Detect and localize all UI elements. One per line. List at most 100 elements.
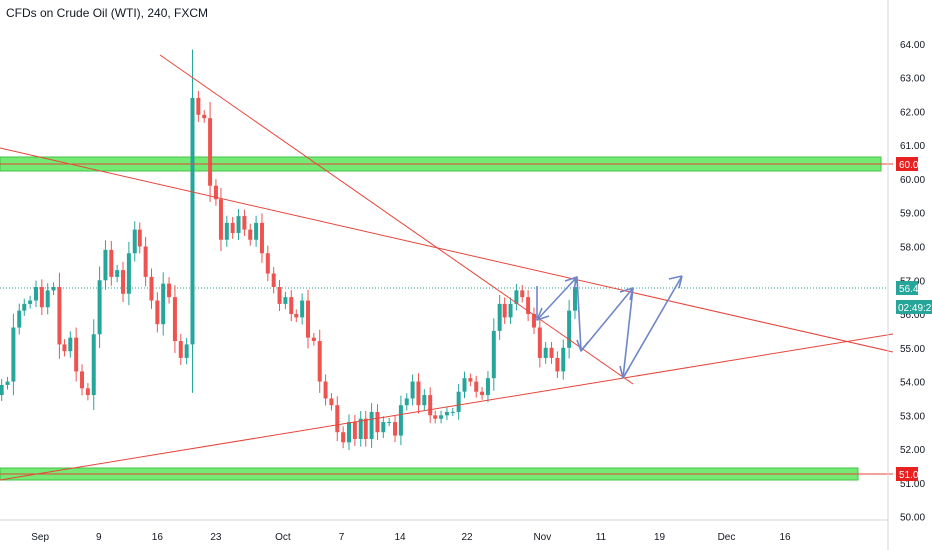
candle-body — [283, 297, 288, 304]
candle-body — [143, 246, 148, 277]
candle — [520, 285, 525, 303]
candle-body — [497, 303, 502, 331]
candle-body — [224, 222, 229, 240]
candle-body — [572, 287, 577, 311]
candle-body — [491, 330, 496, 379]
candle-body — [39, 287, 44, 308]
candle — [224, 215, 229, 247]
candle — [497, 294, 502, 340]
x-tick-label: 16 — [152, 532, 164, 543]
x-tick-label: 19 — [654, 532, 666, 543]
candle — [172, 285, 177, 353]
candle — [549, 341, 554, 364]
candle — [184, 337, 189, 365]
svg-text:56.49: 56.49 — [899, 284, 924, 295]
candle — [132, 221, 137, 262]
candle — [561, 339, 566, 380]
candle-body — [462, 378, 467, 392]
candle-body — [277, 287, 282, 304]
x-tick-label: Nov — [533, 532, 551, 543]
candle-body — [375, 411, 380, 433]
candle — [248, 223, 253, 246]
price-badge-current: 56.49 02:49:23 — [896, 281, 932, 314]
price-axis[interactable]: 50.0051.0052.0053.0054.0055.0056.0057.00… — [887, 0, 932, 550]
candle-body — [91, 334, 96, 396]
candle-body — [85, 388, 90, 396]
candle — [109, 240, 114, 286]
y-tick-label: 50.00 — [900, 513, 925, 524]
x-tick-label: Sep — [31, 532, 49, 543]
y-tick-label: 59.00 — [900, 209, 925, 220]
candle — [202, 110, 207, 123]
candle — [22, 298, 27, 316]
candle-body — [248, 229, 253, 240]
candle — [375, 404, 380, 440]
y-tick-label: 58.00 — [900, 242, 925, 253]
candle — [329, 393, 334, 411]
candle — [526, 290, 531, 322]
candle-body — [17, 310, 22, 328]
candle-body — [531, 314, 536, 328]
candle — [410, 374, 415, 406]
candle — [450, 407, 455, 416]
candle — [462, 371, 467, 399]
candle-body — [103, 249, 108, 281]
candle — [218, 187, 223, 252]
candle — [167, 277, 172, 304]
candle-body — [543, 347, 548, 358]
time-axis[interactable]: Sep 9 16 23 Oct 7 14 22 Nov 11 19 Dec 16 — [0, 519, 888, 543]
candle — [531, 307, 536, 335]
upper-trendline — [0, 147, 894, 353]
candle — [161, 272, 166, 336]
chart-title: CFDs on Crude Oil (WTI), 240, FXCM — [6, 6, 209, 20]
candle — [491, 318, 496, 391]
candle-body — [305, 300, 310, 338]
candle — [543, 341, 548, 364]
candle — [254, 215, 259, 247]
price-badge-support: 51.09 — [896, 467, 924, 481]
candle-body — [190, 97, 195, 345]
candle-body — [422, 395, 427, 406]
candle-body — [242, 216, 247, 230]
candle — [155, 292, 160, 333]
candle-body — [474, 381, 479, 392]
candle — [393, 415, 398, 443]
candle-body — [259, 222, 264, 254]
candle-body — [555, 357, 560, 372]
candle — [242, 209, 247, 237]
candle-body — [323, 381, 328, 399]
candle — [404, 393, 409, 411]
steep-downtrend-line — [159, 54, 634, 385]
candle — [259, 213, 264, 263]
candle — [85, 383, 90, 401]
x-tick-label: 22 — [461, 532, 473, 543]
y-tick-label: 54.00 — [900, 378, 925, 389]
candle-body — [433, 415, 438, 419]
candle-body — [149, 276, 154, 301]
candle — [439, 410, 444, 424]
candle-body — [11, 327, 16, 382]
y-tick-label: 52.00 — [900, 445, 925, 456]
candle — [68, 331, 73, 358]
candle-body — [300, 300, 305, 318]
trend-drawings — [0, 54, 894, 481]
candle — [17, 303, 22, 335]
candle-body — [236, 216, 241, 233]
candle — [196, 90, 201, 122]
candle-body — [51, 287, 56, 291]
candle — [115, 264, 120, 283]
candle-body — [137, 229, 142, 247]
candle — [422, 389, 427, 412]
candle-body — [404, 398, 409, 406]
candle — [352, 414, 357, 447]
candle — [341, 426, 346, 449]
candle — [305, 289, 310, 349]
candle — [381, 416, 386, 439]
candle — [236, 209, 241, 241]
candle-body — [335, 405, 340, 433]
candle-body — [514, 290, 519, 304]
candle — [514, 283, 519, 311]
candle-body — [97, 280, 102, 335]
candle — [103, 240, 108, 290]
